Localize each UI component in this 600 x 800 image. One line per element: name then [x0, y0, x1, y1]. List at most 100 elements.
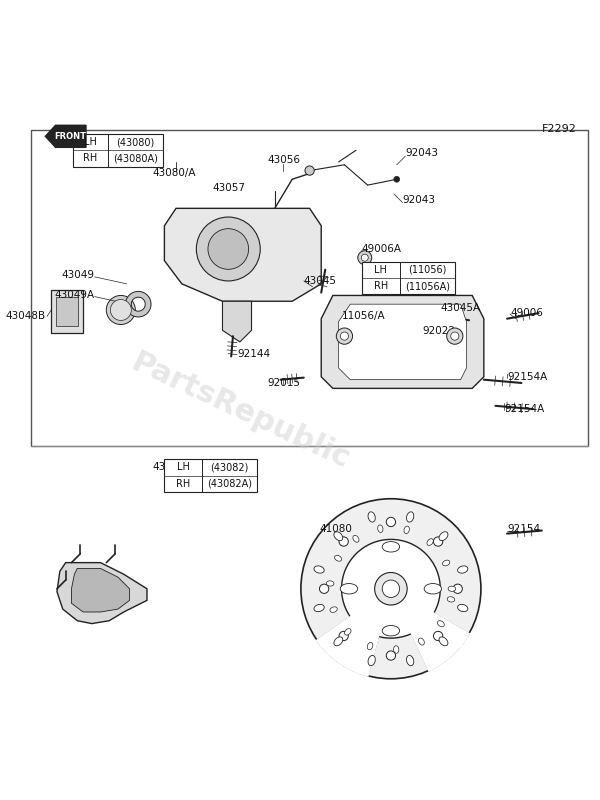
- Text: 43057: 43057: [213, 183, 246, 193]
- Polygon shape: [317, 589, 391, 676]
- Text: (11056): (11056): [408, 265, 446, 275]
- Circle shape: [382, 580, 400, 598]
- Text: 43049A: 43049A: [55, 290, 95, 301]
- Circle shape: [453, 584, 463, 594]
- Bar: [31, 130, 589, 446]
- Polygon shape: [223, 302, 251, 342]
- Circle shape: [341, 539, 440, 638]
- Text: 49006A: 49006A: [362, 244, 402, 254]
- Ellipse shape: [334, 532, 343, 541]
- Polygon shape: [57, 562, 147, 624]
- Circle shape: [196, 217, 260, 281]
- Text: RH: RH: [176, 478, 190, 489]
- Text: 43048B: 43048B: [5, 310, 46, 321]
- Text: RH: RH: [83, 154, 97, 163]
- Polygon shape: [338, 304, 466, 380]
- Text: 92154A: 92154A: [507, 372, 547, 382]
- Circle shape: [337, 328, 353, 344]
- Circle shape: [301, 498, 481, 678]
- Ellipse shape: [334, 637, 343, 646]
- Ellipse shape: [437, 621, 445, 626]
- Polygon shape: [321, 295, 484, 388]
- Ellipse shape: [404, 526, 409, 534]
- Ellipse shape: [382, 542, 400, 552]
- Ellipse shape: [335, 555, 341, 562]
- Text: (43080): (43080): [116, 137, 154, 147]
- Text: 92043: 92043: [406, 148, 439, 158]
- Ellipse shape: [443, 560, 450, 566]
- Text: 11056/A: 11056/A: [341, 310, 385, 321]
- Ellipse shape: [340, 583, 358, 594]
- Text: F2292: F2292: [542, 124, 577, 134]
- Circle shape: [451, 332, 459, 340]
- Text: (43080A): (43080A): [113, 154, 158, 163]
- Ellipse shape: [394, 646, 399, 654]
- Circle shape: [433, 537, 443, 546]
- Circle shape: [319, 584, 329, 594]
- Wedge shape: [106, 295, 136, 325]
- Circle shape: [110, 299, 131, 321]
- Ellipse shape: [368, 512, 375, 522]
- Bar: [56, 297, 79, 326]
- Ellipse shape: [407, 512, 414, 522]
- Wedge shape: [125, 291, 151, 317]
- Text: 43045A: 43045A: [440, 303, 481, 314]
- Polygon shape: [164, 208, 321, 302]
- Ellipse shape: [382, 626, 400, 636]
- Bar: [362, 262, 455, 294]
- Circle shape: [394, 176, 400, 182]
- Polygon shape: [46, 126, 86, 147]
- Text: 43082/A: 43082/A: [153, 462, 196, 472]
- Ellipse shape: [418, 638, 424, 645]
- Ellipse shape: [458, 604, 468, 612]
- Ellipse shape: [344, 629, 351, 635]
- Polygon shape: [391, 589, 469, 670]
- Ellipse shape: [368, 655, 375, 666]
- Text: 92043: 92043: [403, 194, 436, 205]
- Circle shape: [339, 631, 349, 641]
- Text: (43082A): (43082A): [207, 478, 252, 489]
- Text: LH: LH: [374, 265, 387, 275]
- Ellipse shape: [448, 586, 455, 591]
- Text: (43082): (43082): [211, 462, 249, 472]
- Text: 49006: 49006: [510, 308, 543, 318]
- Circle shape: [208, 229, 248, 270]
- Text: 41080: 41080: [319, 524, 352, 534]
- Text: (11056A): (11056A): [405, 281, 450, 291]
- Circle shape: [358, 250, 372, 265]
- Ellipse shape: [447, 597, 455, 602]
- Text: RH: RH: [374, 281, 388, 291]
- Text: 92154A: 92154A: [504, 404, 544, 414]
- Ellipse shape: [326, 581, 334, 586]
- Bar: [73, 134, 163, 166]
- Ellipse shape: [439, 637, 448, 646]
- Text: 43080/A: 43080/A: [153, 169, 196, 178]
- Ellipse shape: [314, 566, 324, 573]
- Text: 92154: 92154: [507, 524, 540, 534]
- Ellipse shape: [314, 604, 324, 612]
- Ellipse shape: [427, 538, 433, 546]
- Bar: [164, 459, 257, 492]
- Text: LH: LH: [84, 137, 97, 147]
- Ellipse shape: [377, 525, 383, 533]
- Text: 92022: 92022: [423, 326, 456, 337]
- Bar: [51, 290, 83, 334]
- Text: LH: LH: [177, 462, 190, 472]
- Text: 43056: 43056: [267, 155, 300, 165]
- Polygon shape: [71, 569, 130, 612]
- Circle shape: [386, 651, 395, 660]
- Text: 92015: 92015: [267, 378, 300, 387]
- Text: FRONT: FRONT: [55, 132, 86, 141]
- Ellipse shape: [439, 532, 448, 541]
- Ellipse shape: [458, 566, 468, 573]
- Text: 43049: 43049: [62, 270, 95, 280]
- Text: 43045: 43045: [304, 276, 337, 286]
- Ellipse shape: [407, 655, 414, 666]
- Circle shape: [446, 328, 463, 344]
- Circle shape: [433, 631, 443, 641]
- Circle shape: [374, 573, 407, 605]
- Ellipse shape: [424, 583, 442, 594]
- Text: PartsRepublic: PartsRepublic: [126, 348, 354, 475]
- Circle shape: [339, 537, 349, 546]
- Circle shape: [386, 518, 395, 526]
